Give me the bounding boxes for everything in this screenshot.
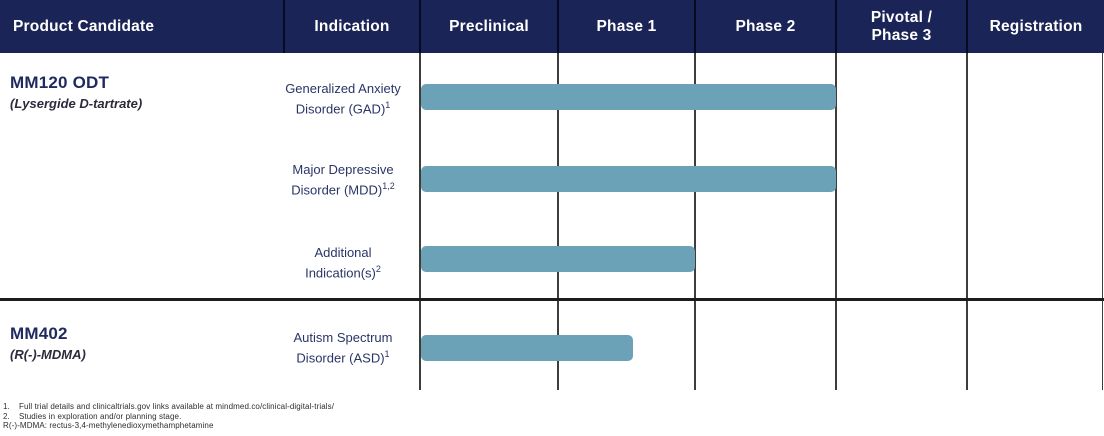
indication-label-additional: Additional Indication(s)2: [275, 244, 411, 281]
program-name: MM402: [10, 324, 68, 343]
progress-bar-asd: [421, 335, 633, 361]
header-cell-phase-2: Phase 2: [694, 0, 835, 53]
program-subname: (R(-)-MDMA): [10, 347, 86, 362]
footnote-mdma-definition: R(-)-MDMA: rectus-3,4-methylenedioxymeth…: [3, 421, 214, 431]
header-cell-preclinical: Preclinical: [419, 0, 557, 53]
footnote-text: Full trial details and clinicaltrials.go…: [19, 402, 335, 411]
footnote-superscript: 1: [384, 349, 390, 359]
grid-line-phase1-phase2: [694, 53, 696, 390]
indication-line1: Autism Spectrum: [293, 330, 393, 345]
grid-line-preclinical-phase1: [557, 53, 559, 390]
grid-line-right-edge: [1101, 53, 1103, 390]
footnote-superscript: 1: [385, 100, 391, 110]
indication-line1: Generalized Anxiety: [285, 81, 401, 96]
program-subname: (Lysergide D-tartrate): [10, 96, 143, 111]
header-cell-registration: Registration: [966, 0, 1104, 53]
footnotes: 1. Full trial details and clinicaltrials…: [3, 402, 703, 431]
grid-line-indication-preclinical: [419, 53, 421, 390]
indication-line2: Indication(s): [305, 265, 376, 281]
footnote-text: Studies in exploration and/or planning s…: [19, 411, 182, 421]
indication-line1: Additional: [314, 245, 372, 260]
indication-line2: Disorder (MDD): [291, 182, 383, 198]
footnote-1: 1. Full trial details and clinicaltrials…: [3, 402, 703, 412]
program-mm402: MM402 (R(-)-MDMA): [10, 324, 86, 362]
chart-body: MM120 ODT (Lysergide D-tartrate) General…: [0, 53, 1104, 390]
indication-line2: Disorder (GAD): [295, 101, 386, 117]
program-separator-line: [0, 298, 1104, 301]
indication-line2: Disorder (ASD): [296, 350, 385, 366]
progress-bar-gad: [421, 84, 836, 110]
grid-line-phase2-pivotal: [835, 53, 837, 390]
footnote-2: 2. Studies in exploration and/or plannin…: [3, 412, 703, 422]
grid-line-pivotal-registration: [966, 53, 968, 390]
indication-label-mdd: Major Depressive Disorder (MDD)1,2: [275, 161, 411, 198]
header-row: Product Candidate Indication Preclinical…: [0, 0, 1104, 53]
header-cell-indication: Indication: [283, 0, 419, 53]
footnote-marker: 2.: [3, 411, 10, 421]
header-cell-pivotal-phase-3: Pivotal / Phase 3: [835, 0, 966, 53]
progress-bar-additional-indications: [421, 246, 695, 272]
indication-label-gad: Generalized Anxiety Disorder (GAD)1: [275, 80, 411, 117]
footnote-marker: 1.: [3, 402, 10, 411]
indication-label-asd: Autism Spectrum Disorder (ASD)1: [275, 329, 411, 366]
program-name: MM120 ODT: [10, 73, 110, 92]
footnote-superscript: 1,2: [382, 181, 395, 191]
progress-bar-mdd: [421, 166, 836, 192]
footnote-superscript: 2: [375, 264, 381, 274]
program-mm120: MM120 ODT (Lysergide D-tartrate): [10, 73, 142, 111]
header-cell-product-candidate: Product Candidate: [13, 17, 155, 35]
indication-line1: Major Depressive: [292, 162, 394, 177]
header-cell-phase-1: Phase 1: [557, 0, 694, 53]
